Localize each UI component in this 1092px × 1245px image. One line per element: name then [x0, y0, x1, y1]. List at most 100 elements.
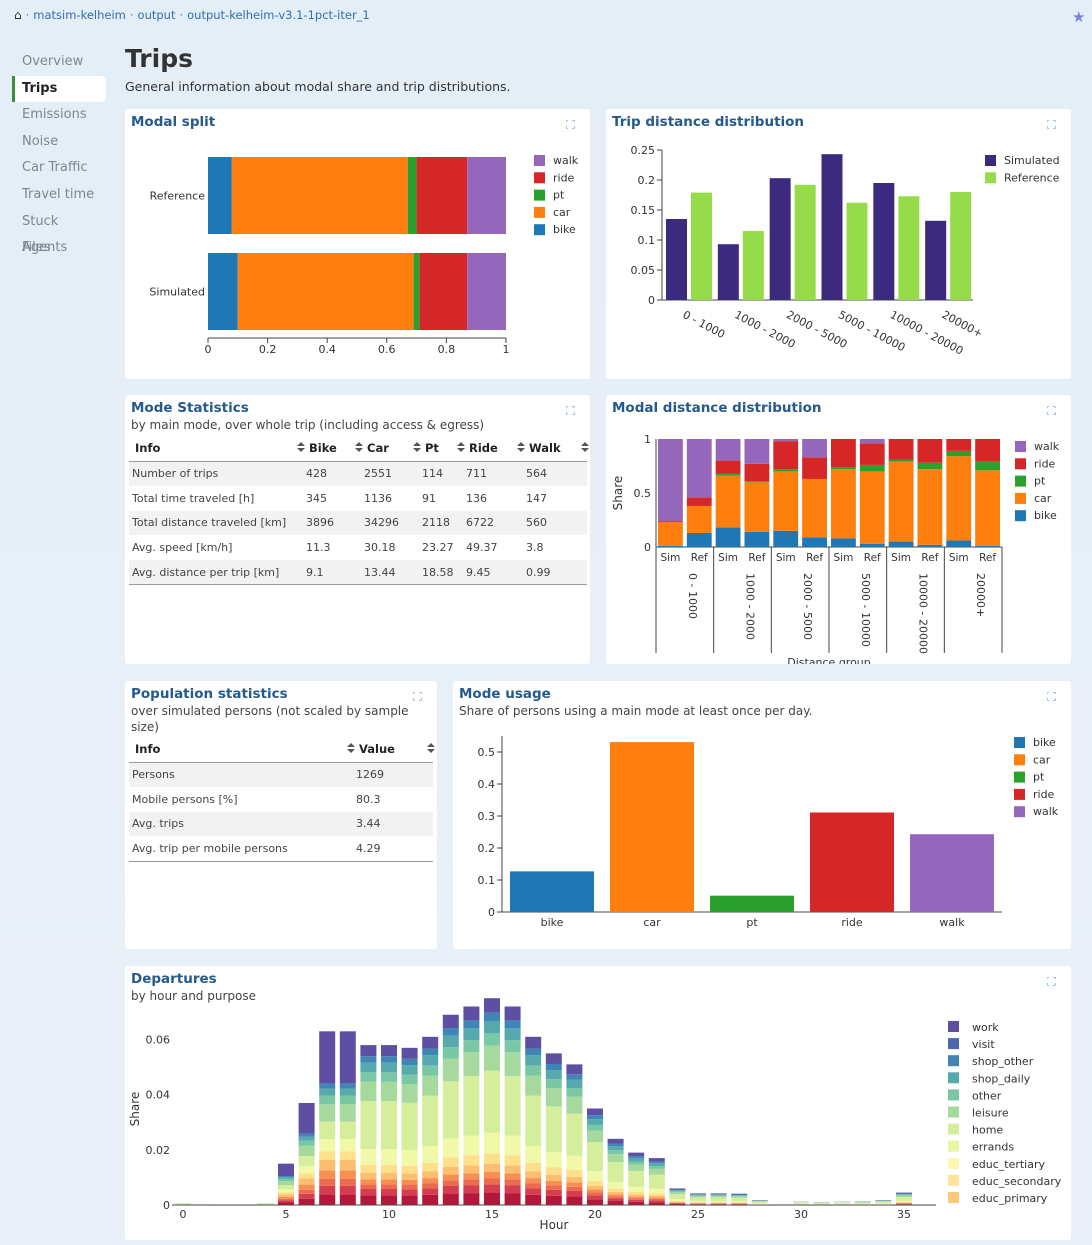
breadcrumb-item-output[interactable]: output [137, 8, 176, 22]
bar-segment [442, 1180, 459, 1186]
column-header-info[interactable]: Info [129, 736, 355, 763]
column-header-ride[interactable]: Ride [463, 435, 525, 462]
modal-distance-card: Modal distance distribution 0 0.5 1 Share Si… [606, 395, 1071, 664]
bar-segment-pt [888, 459, 914, 462]
bar-segment [422, 1075, 439, 1096]
x-tick-label: Ref [691, 552, 708, 564]
bar-segment [484, 1171, 500, 1179]
expand-icon[interactable] [412, 691, 422, 701]
bar-segment [463, 1179, 480, 1186]
star-icon[interactable]: ★ [1072, 8, 1086, 26]
bar-segment [339, 1088, 356, 1096]
bar-reference-1 [742, 231, 764, 300]
table-row: Mobile persons [%] 80.3 [129, 787, 433, 812]
breadcrumb-item-run[interactable]: output-kelheim-v3.1-1pct-iter_1 [187, 8, 370, 22]
expand-icon[interactable] [1046, 405, 1056, 415]
column-header-value[interactable]: Value [353, 736, 435, 763]
table-cell: 91 [422, 491, 436, 505]
bar-segment [463, 1052, 480, 1076]
column-header-bike[interactable]: Bike [303, 435, 363, 462]
bar-segment [401, 1165, 418, 1174]
bar-segment [360, 1173, 377, 1180]
bar-segment [545, 1195, 562, 1205]
x-tick-label: car [643, 916, 661, 929]
expand-icon[interactable] [565, 119, 575, 129]
expand-icon[interactable] [565, 405, 575, 415]
bar-segment [422, 1162, 439, 1172]
sidebar-item-overview[interactable]: Overview [22, 54, 84, 69]
bar-segment [401, 1179, 418, 1185]
sidebar-item-travel-time[interactable]: Travel time [22, 186, 95, 202]
x-tick-label: Ref [864, 552, 881, 564]
y-tick-label: 0.1 [478, 874, 496, 887]
bar-segment [545, 1185, 562, 1190]
expand-icon[interactable] [1046, 691, 1056, 701]
bar-segment [545, 1167, 562, 1175]
bar-segment-bike [946, 540, 972, 547]
bar-segment [360, 1045, 377, 1057]
bar-segment [607, 1150, 624, 1155]
column-header-car[interactable]: Car [361, 435, 421, 462]
bar-segment [422, 1188, 439, 1195]
legend-swatch-car [1015, 492, 1026, 504]
table-cell: 9.45 [463, 560, 523, 586]
bar-segment [566, 1113, 583, 1156]
column-header-info[interactable]: Info [129, 435, 305, 462]
bar-segment [607, 1138, 624, 1144]
sidebar-item-emissions[interactable]: Emissions [22, 107, 87, 123]
bar-segment [525, 1095, 542, 1147]
bar-segment [710, 1196, 727, 1198]
bar-segment [566, 1155, 583, 1170]
bar-segment [731, 1196, 748, 1198]
bar-segment [401, 1149, 418, 1166]
legend-swatch-other [948, 1089, 959, 1101]
sidebar-item-trips[interactable]: Trips [12, 75, 106, 103]
sidebar-item-files[interactable]: Files [22, 240, 51, 256]
bar-segment [566, 1096, 583, 1114]
legend-swatch-educ_tertiary [948, 1157, 959, 1169]
table-cell: 1269 [353, 762, 433, 787]
bar-segment [401, 1065, 418, 1075]
legend-label-educ_tertiary: educ_tertiary [972, 1158, 1046, 1171]
bar-segment [381, 1045, 397, 1057]
legend-swatch-ride [534, 172, 545, 184]
legend-label-home: home [972, 1124, 1003, 1137]
sidebar-item-stuck-agents[interactable]: Stuck Agents [22, 213, 68, 256]
bar-segment [710, 1202, 727, 1203]
bar-segment [751, 1201, 768, 1204]
bar-segment [319, 1083, 336, 1089]
bar-segment [566, 1088, 583, 1097]
legend-label-work: work [972, 1021, 999, 1034]
bar-segment [298, 1156, 315, 1167]
x-tick-label: Sim [949, 552, 969, 564]
bar-segment [339, 1151, 356, 1160]
column-header-pt[interactable]: Pt [419, 435, 465, 462]
bar-segment [339, 1083, 356, 1089]
table-row: Persons 1269 [129, 762, 433, 787]
card-title: Trip distance distribution [612, 114, 805, 130]
home-icon[interactable]: ⌂ [14, 8, 22, 22]
x-tick-label: bike [541, 916, 564, 929]
bar-segment [648, 1195, 665, 1198]
sidebar-item-noise[interactable]: Noise [22, 133, 59, 149]
bar-segment [360, 1195, 377, 1205]
legend-label-bike: bike [1033, 736, 1056, 749]
column-header-walk[interactable]: Walk [523, 435, 589, 462]
bar-segment [278, 1176, 294, 1178]
bar-segment [484, 1033, 500, 1046]
bar-segment-ride [658, 521, 683, 523]
bar-segment [504, 1135, 521, 1156]
bar-segment [298, 1193, 315, 1199]
y-tick-label: 0.1 [638, 234, 656, 247]
expand-icon[interactable] [1046, 976, 1056, 986]
bar-segment [504, 1155, 521, 1166]
bar-segment [628, 1198, 645, 1200]
sidebar-item-car-traffic[interactable]: Car Traffic [22, 160, 88, 176]
bar-segment [896, 1193, 912, 1195]
expand-icon[interactable] [1046, 119, 1056, 129]
bar-segment [648, 1197, 665, 1199]
x-tick-label: 25 [691, 1208, 705, 1221]
bar-segment [566, 1176, 583, 1183]
table-cell: Total time traveled [h] [132, 491, 255, 505]
breadcrumb-item-project[interactable]: matsim-kelheim [33, 8, 126, 22]
